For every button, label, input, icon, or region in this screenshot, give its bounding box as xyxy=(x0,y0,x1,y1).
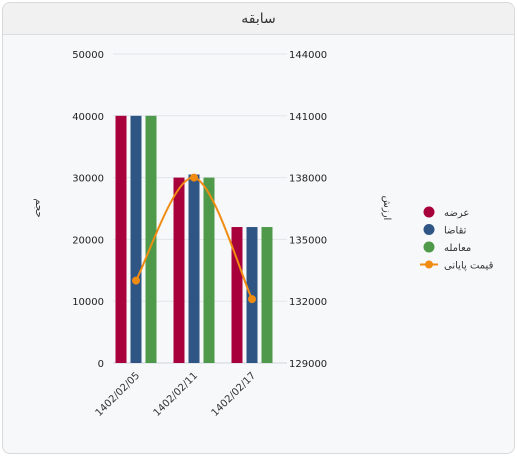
left-tick-label: 20000 xyxy=(72,235,104,246)
right-tick-label: 138000 xyxy=(289,174,327,185)
x-tick-label: 1402/02/11 xyxy=(152,370,201,419)
chart-grid xyxy=(113,53,287,364)
bar-2[interactable] xyxy=(246,227,258,363)
left-tick-label: 40000 xyxy=(72,112,104,123)
legend-item[interactable]: معامله xyxy=(423,241,472,255)
legend-label: عرضه xyxy=(444,208,469,219)
bar-3[interactable] xyxy=(145,115,157,363)
legend-item[interactable]: قیمت پایانی xyxy=(420,260,494,272)
price-line xyxy=(132,173,256,304)
chart-bars xyxy=(115,115,273,363)
panel-header: سابقه xyxy=(3,3,514,35)
bar-2[interactable] xyxy=(188,174,200,363)
left-tick-label: 50000 xyxy=(72,50,104,61)
bar-1[interactable] xyxy=(231,227,243,363)
bar-1[interactable] xyxy=(115,115,127,363)
left-tick-label: 10000 xyxy=(72,297,104,308)
legend-item[interactable]: تقاضا xyxy=(423,224,467,237)
price-point[interactable] xyxy=(190,173,198,182)
panel-title: سابقه xyxy=(241,10,276,27)
price-point[interactable] xyxy=(132,276,140,285)
right-tick-label: 144000 xyxy=(289,50,327,61)
right-axis-ticks: 129000 132000 135000 138000 141000 144000 xyxy=(289,50,327,370)
left-axis-ticks: 0 10000 20000 30000 40000 50000 xyxy=(72,50,104,370)
left-tick-label: 30000 xyxy=(72,174,104,185)
price-point[interactable] xyxy=(248,295,256,304)
legend-marker xyxy=(423,241,435,253)
x-tick-label: 1402/02/05 xyxy=(94,370,143,419)
x-axis-ticks: 1402/02/05 1402/02/11 1402/02/17 xyxy=(94,370,259,419)
bar-2[interactable] xyxy=(130,115,142,363)
right-tick-label: 135000 xyxy=(289,235,327,246)
bar-3[interactable] xyxy=(261,227,273,363)
legend-marker xyxy=(425,260,433,269)
right-tick-label: 129000 xyxy=(289,359,327,370)
right-axis-label: ارزش xyxy=(381,196,392,221)
bar-1[interactable] xyxy=(173,177,185,363)
legend-label: تقاضا xyxy=(444,226,467,237)
legend-label: قیمت پایانی xyxy=(444,261,494,272)
right-tick-label: 132000 xyxy=(289,297,327,308)
bar-3[interactable] xyxy=(203,177,215,363)
legend-marker xyxy=(423,224,435,235)
legend-marker xyxy=(423,206,435,218)
left-tick-label: 0 xyxy=(98,359,104,370)
chart-legend: عرضه تقاضا معامله قیمت پایانی xyxy=(420,206,494,272)
legend-item[interactable]: عرضه xyxy=(423,206,470,220)
legend-label: معامله xyxy=(444,243,471,254)
right-tick-label: 141000 xyxy=(289,112,327,123)
left-axis-label: حجم xyxy=(33,198,44,217)
x-tick-label: 1402/02/17 xyxy=(210,370,259,419)
